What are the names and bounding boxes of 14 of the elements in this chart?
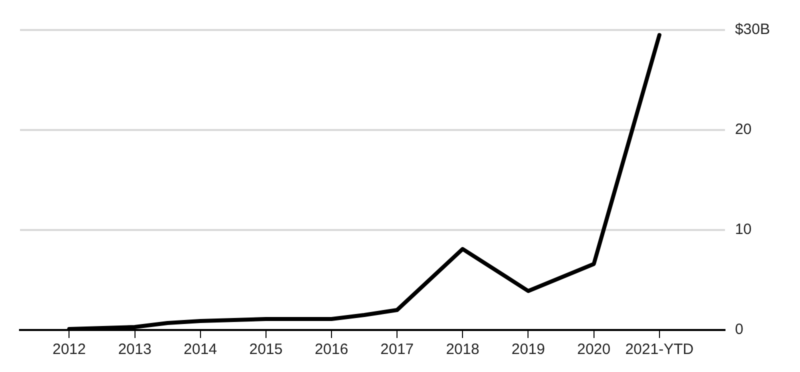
x-tick-label: 2013 [118,341,152,358]
y-tick-label: 20 [734,121,752,138]
y-tick-label: 0 [734,321,744,338]
x-tick-label: 2018 [446,341,480,358]
x-tick-label: 2012 [52,341,86,358]
x-tick-label: 2019 [512,341,545,358]
x-tick-label: 2020 [577,341,610,358]
x-tick-label: 2014 [184,341,218,358]
x-tick-label: 2017 [380,341,414,358]
y-tick-label: $30B [734,21,770,38]
x-tick-label: 2015 [249,341,283,358]
x-tick-label: 2021-YTD [625,341,694,358]
y-tick-label: 10 [734,221,752,238]
x-tick-label: 2016 [314,341,348,358]
